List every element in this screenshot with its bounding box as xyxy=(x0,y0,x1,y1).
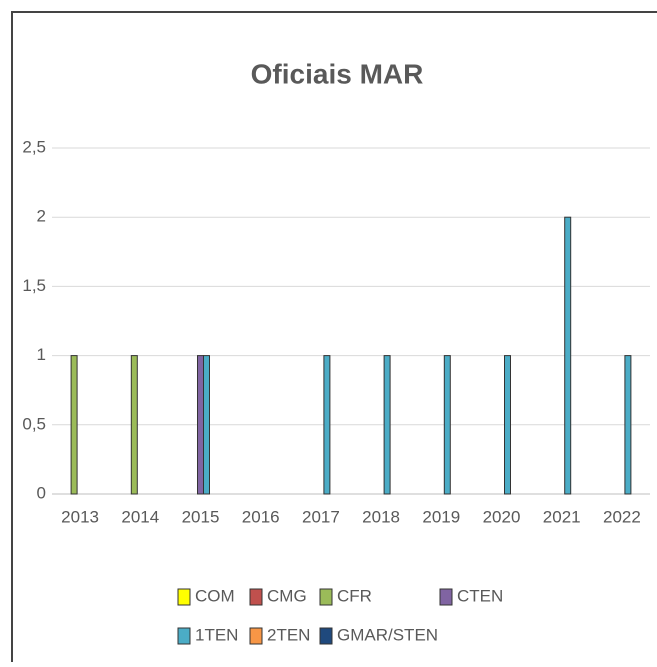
legend-label: COM xyxy=(195,586,235,605)
legend-label: CMG xyxy=(267,586,307,605)
bar xyxy=(624,355,632,495)
x-tick-label: 2013 xyxy=(61,507,99,526)
bar xyxy=(504,355,511,495)
chart-frame xyxy=(11,11,657,667)
bar xyxy=(203,355,210,495)
bar xyxy=(130,355,138,495)
chart-title: Oficiais MAR xyxy=(251,58,424,89)
x-tick-label: 2022 xyxy=(603,507,641,526)
legend-swatch xyxy=(249,588,263,606)
bar xyxy=(70,355,78,495)
x-tick-label: 2019 xyxy=(422,507,460,526)
legend-swatch xyxy=(177,588,191,606)
y-tick-label: 0 xyxy=(37,483,46,502)
legend-swatch xyxy=(319,588,333,606)
legend-label: 1TEN xyxy=(195,625,238,644)
bar xyxy=(383,355,391,495)
bar xyxy=(323,355,331,495)
legend-label: GMAR/STEN xyxy=(337,625,438,644)
x-tick-label: 2016 xyxy=(242,507,280,526)
x-tick-label: 2020 xyxy=(483,507,521,526)
bar xyxy=(443,355,451,495)
legend-label: CFR xyxy=(337,586,372,605)
y-tick-label: 2,5 xyxy=(22,137,46,156)
x-tick-label: 2015 xyxy=(182,507,220,526)
x-tick-label: 2017 xyxy=(302,507,340,526)
y-tick-label: 1 xyxy=(37,345,46,364)
bar xyxy=(564,216,572,495)
legend-label: 2TEN xyxy=(267,625,310,644)
x-tick-label: 2021 xyxy=(543,507,581,526)
y-tick-label: 0,5 xyxy=(22,414,46,433)
y-tick-label: 1,5 xyxy=(22,276,46,295)
legend-swatch xyxy=(439,588,453,606)
y-tick-label: 2 xyxy=(37,207,46,226)
x-tick-label: 2018 xyxy=(362,507,400,526)
legend-swatch xyxy=(319,627,333,645)
bar xyxy=(197,355,204,495)
legend-swatch xyxy=(177,627,191,645)
legend-label: CTEN xyxy=(457,586,503,605)
legend-swatch xyxy=(249,627,263,645)
x-tick-label: 2014 xyxy=(121,507,159,526)
